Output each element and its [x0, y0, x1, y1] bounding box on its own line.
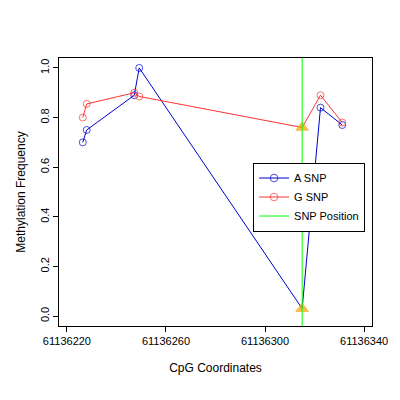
- svg-text:A SNP: A SNP: [294, 172, 326, 184]
- svg-text:61136220: 61136220: [43, 335, 91, 347]
- svg-text:SNP Position: SNP Position: [294, 210, 359, 222]
- svg-text:0.0: 0.0: [39, 307, 51, 322]
- svg-text:61136300: 61136300: [241, 335, 289, 347]
- svg-text:Methylation Frequency: Methylation Frequency: [14, 131, 28, 252]
- svg-text:0.8: 0.8: [39, 108, 51, 123]
- svg-text:0.6: 0.6: [39, 158, 51, 173]
- svg-text:0.4: 0.4: [39, 208, 51, 223]
- svg-text:1.0: 1.0: [39, 59, 51, 74]
- svg-text:61136260: 61136260: [142, 335, 190, 347]
- svg-text:G SNP: G SNP: [294, 191, 328, 203]
- svg-text:61136340: 61136340: [340, 335, 388, 347]
- svg-text:CpG Coordinates: CpG Coordinates: [169, 361, 262, 375]
- svg-text:0.2: 0.2: [39, 257, 51, 272]
